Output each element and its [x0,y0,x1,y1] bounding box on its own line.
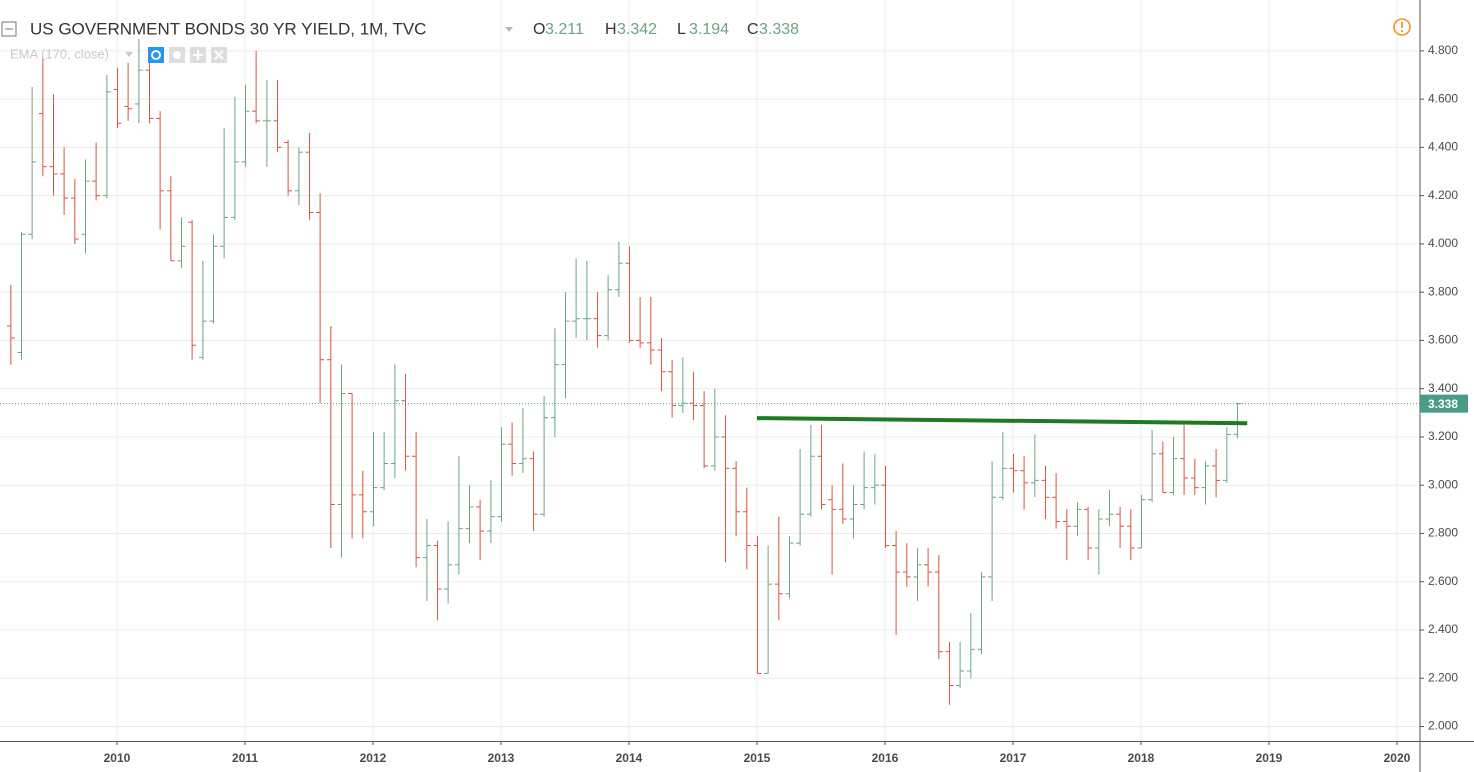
y-tick-label: 3.600 [1428,333,1458,347]
x-tick-label: 2017 [1000,751,1027,765]
ohlc-key: O [533,21,545,38]
x-tick-label: 2013 [488,751,515,765]
add-icon [193,50,203,60]
y-tick-label: 2.000 [1428,719,1458,733]
visibility-button[interactable] [148,47,164,63]
x-tick-label: 2016 [872,751,899,765]
x-tick-label: 2011 [232,751,258,765]
ohlc-value: 3.194 [689,21,729,38]
ohlc-value: 3.342 [617,21,657,38]
y-tick-label: 4.800 [1428,43,1458,57]
overlay-layer [0,403,1420,426]
x-tick-label: 2015 [744,751,771,765]
x-tick-label: 2019 [1256,751,1283,765]
ohlc-key: L [677,21,686,38]
dropdown-arrow[interactable] [505,27,513,32]
y-tick-label: 3.800 [1428,284,1458,298]
x-tick-label: 2020 [1384,751,1411,765]
indicator-dropdown[interactable] [125,52,133,57]
ohlc-key: C [747,21,759,38]
ohlc-value: 3.211 [545,21,584,38]
remove-icon [214,50,224,60]
y-tick-label: 4.000 [1428,236,1458,250]
y-tick-label: 3.000 [1428,477,1458,491]
trendline [756,416,1248,426]
last-price-label: 3.338 [1428,397,1458,411]
marks-layer [6,38,1242,705]
settings-icon [173,51,181,59]
y-tick-label: 4.200 [1428,188,1458,202]
indicator-label: EMA (170, close) [10,46,109,61]
ohlc-header: O 3.211 H 3.342 L 3.194 C 3.338 [533,21,799,38]
y-tick-label: 2.800 [1428,526,1458,540]
ohlc-key: H [605,21,617,38]
y-tick-label: 3.400 [1428,381,1458,395]
y-tick-label: 2.200 [1428,670,1458,684]
visibility-icon [151,50,161,60]
x-tick-label: 2014 [616,751,643,765]
chart-title: US GOVERNMENT BONDS 30 YR YIELD, 1M, TVC [30,19,426,38]
y-tick-label: 3.200 [1428,429,1458,443]
x-tick-label: 2012 [360,751,387,765]
y-tick-label: 4.600 [1428,91,1458,105]
x-tick-label: 2010 [104,751,131,765]
y-tick-label: 4.400 [1428,140,1458,154]
grid-layer [0,0,1420,741]
y-tick-label: 2.600 [1428,574,1458,588]
x-tick-label: 2018 [1128,751,1155,765]
alert-icon[interactable] [1393,18,1411,36]
ohlc-value: 3.338 [759,21,799,38]
y-tick-label: 2.400 [1428,622,1458,636]
last-price-box [1420,394,1468,413]
